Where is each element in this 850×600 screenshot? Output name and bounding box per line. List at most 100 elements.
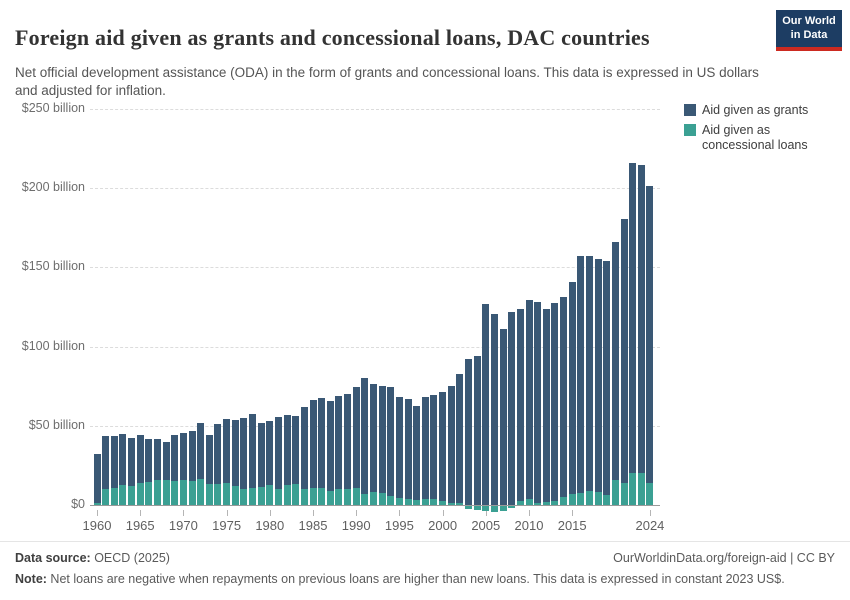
bar-segment-loans-1972[interactable]: [197, 478, 205, 505]
bar-segment-loans-1976[interactable]: [231, 486, 239, 505]
bar-segment-grants-2024[interactable]: [646, 185, 654, 483]
bar-segment-loans-1985[interactable]: [309, 488, 317, 505]
bar-segment-grants-2001[interactable]: [447, 386, 455, 503]
bar-segment-loans-1965[interactable]: [136, 482, 144, 505]
bar-segment-grants-1987[interactable]: [326, 401, 334, 491]
bar-segment-loans-1990[interactable]: [352, 488, 360, 505]
bar-segment-loans-2005[interactable]: [482, 505, 490, 511]
bar-segment-grants-2017[interactable]: [585, 255, 593, 491]
bar-segment-grants-2010[interactable]: [525, 299, 533, 500]
bar-segment-loans-1991[interactable]: [361, 493, 369, 505]
bar-segment-loans-1984[interactable]: [300, 489, 308, 505]
bar-segment-loans-1964[interactable]: [128, 486, 136, 505]
bar-segment-loans-2022[interactable]: [629, 473, 637, 505]
bar-segment-loans-1982[interactable]: [283, 485, 291, 505]
bar-segment-grants-1982[interactable]: [283, 414, 291, 486]
bar-segment-loans-1974[interactable]: [214, 483, 222, 505]
bar-segment-grants-1972[interactable]: [197, 423, 205, 479]
bar-segment-loans-1979[interactable]: [257, 486, 265, 505]
bar-segment-grants-2013[interactable]: [551, 303, 559, 502]
bar-segment-grants-2015[interactable]: [568, 282, 576, 494]
bar-segment-grants-2000[interactable]: [439, 391, 447, 502]
bar-segment-loans-2016[interactable]: [577, 493, 585, 505]
bar-segment-grants-1975[interactable]: [223, 419, 231, 483]
bar-segment-grants-1966[interactable]: [145, 438, 153, 483]
bar-segment-grants-1964[interactable]: [128, 438, 136, 486]
bar-segment-loans-1971[interactable]: [188, 481, 196, 505]
bar-segment-grants-1976[interactable]: [231, 420, 239, 486]
bar-segment-grants-1999[interactable]: [430, 394, 438, 500]
bar-segment-grants-2016[interactable]: [577, 255, 585, 494]
bar-segment-grants-2020[interactable]: [611, 242, 619, 480]
bar-segment-grants-1996[interactable]: [404, 398, 412, 500]
bar-segment-grants-2006[interactable]: [490, 314, 498, 505]
bar-segment-grants-1967[interactable]: [153, 439, 161, 481]
bar-segment-grants-1971[interactable]: [188, 430, 196, 482]
bar-segment-loans-1989[interactable]: [344, 489, 352, 505]
bar-segment-grants-1962[interactable]: [110, 436, 118, 489]
bar-segment-loans-1998[interactable]: [421, 498, 429, 505]
bar-segment-loans-1993[interactable]: [378, 493, 386, 505]
bar-segment-grants-1986[interactable]: [318, 398, 326, 489]
bar-segment-loans-2006[interactable]: [490, 505, 498, 513]
bar-segment-grants-2005[interactable]: [482, 303, 490, 505]
bar-segment-loans-2015[interactable]: [568, 493, 576, 505]
bar-segment-loans-1961[interactable]: [102, 489, 110, 505]
bar-segment-grants-1993[interactable]: [378, 386, 386, 494]
bar-segment-loans-2012[interactable]: [542, 501, 550, 505]
bar-segment-loans-2008[interactable]: [508, 505, 516, 509]
bar-segment-loans-2013[interactable]: [551, 501, 559, 505]
bar-segment-grants-1969[interactable]: [171, 435, 179, 482]
bar-segment-grants-1965[interactable]: [136, 435, 144, 483]
bar-segment-loans-1987[interactable]: [326, 490, 334, 505]
bar-segment-loans-1969[interactable]: [171, 481, 179, 505]
bar-segment-loans-2024[interactable]: [646, 482, 654, 505]
bar-segment-grants-1997[interactable]: [413, 406, 421, 501]
bar-segment-loans-1966[interactable]: [145, 482, 153, 505]
bar-segment-grants-1985[interactable]: [309, 399, 317, 489]
bar-segment-grants-1973[interactable]: [205, 434, 213, 485]
bar-segment-loans-1977[interactable]: [240, 489, 248, 505]
bar-segment-grants-2007[interactable]: [499, 329, 507, 505]
bar-segment-grants-1961[interactable]: [102, 436, 110, 490]
bar-segment-grants-1998[interactable]: [421, 397, 429, 499]
bar-segment-grants-1994[interactable]: [387, 387, 395, 496]
bar-segment-loans-1986[interactable]: [318, 488, 326, 505]
bar-segment-loans-1992[interactable]: [369, 492, 377, 505]
bar-segment-loans-1967[interactable]: [153, 480, 161, 505]
bar-segment-loans-2004[interactable]: [473, 505, 481, 510]
bar-segment-grants-2011[interactable]: [534, 302, 542, 503]
bar-segment-loans-1983[interactable]: [292, 484, 300, 505]
bar-segment-loans-1996[interactable]: [404, 499, 412, 505]
bar-segment-grants-2021[interactable]: [620, 219, 628, 483]
bar-segment-loans-2018[interactable]: [594, 492, 602, 505]
bar-segment-loans-2021[interactable]: [620, 482, 628, 505]
bar-segment-grants-1978[interactable]: [249, 413, 257, 488]
bar-segment-loans-1970[interactable]: [179, 479, 187, 505]
bar-segment-grants-1960[interactable]: [93, 454, 101, 503]
bar-segment-loans-2010[interactable]: [525, 499, 533, 505]
bar-segment-loans-1968[interactable]: [162, 480, 170, 505]
bar-segment-loans-2020[interactable]: [611, 479, 619, 505]
bar-segment-grants-1992[interactable]: [369, 383, 377, 493]
bar-segment-grants-2022[interactable]: [629, 162, 637, 474]
bar-segment-grants-1983[interactable]: [292, 415, 300, 485]
bar-segment-loans-1994[interactable]: [387, 495, 395, 505]
bar-segment-loans-2001[interactable]: [447, 502, 455, 505]
bar-segment-loans-2014[interactable]: [560, 497, 568, 505]
bar-segment-loans-1973[interactable]: [205, 484, 213, 505]
bar-segment-loans-2003[interactable]: [465, 505, 473, 509]
bar-segment-grants-1981[interactable]: [274, 417, 282, 490]
bar-segment-grants-2019[interactable]: [603, 261, 611, 495]
bar-segment-grants-1990[interactable]: [352, 387, 360, 489]
bar-segment-loans-1963[interactable]: [119, 485, 127, 505]
bar-segment-grants-2008[interactable]: [508, 311, 516, 505]
bar-segment-loans-1988[interactable]: [335, 489, 343, 505]
bar-segment-loans-1980[interactable]: [266, 485, 274, 505]
bar-segment-loans-2011[interactable]: [534, 502, 542, 505]
bar-segment-loans-1978[interactable]: [249, 487, 257, 505]
bar-segment-grants-2004[interactable]: [473, 356, 481, 505]
bar-segment-loans-1995[interactable]: [395, 497, 403, 505]
bar-segment-loans-1997[interactable]: [413, 500, 421, 505]
bar-segment-grants-1979[interactable]: [257, 422, 265, 487]
